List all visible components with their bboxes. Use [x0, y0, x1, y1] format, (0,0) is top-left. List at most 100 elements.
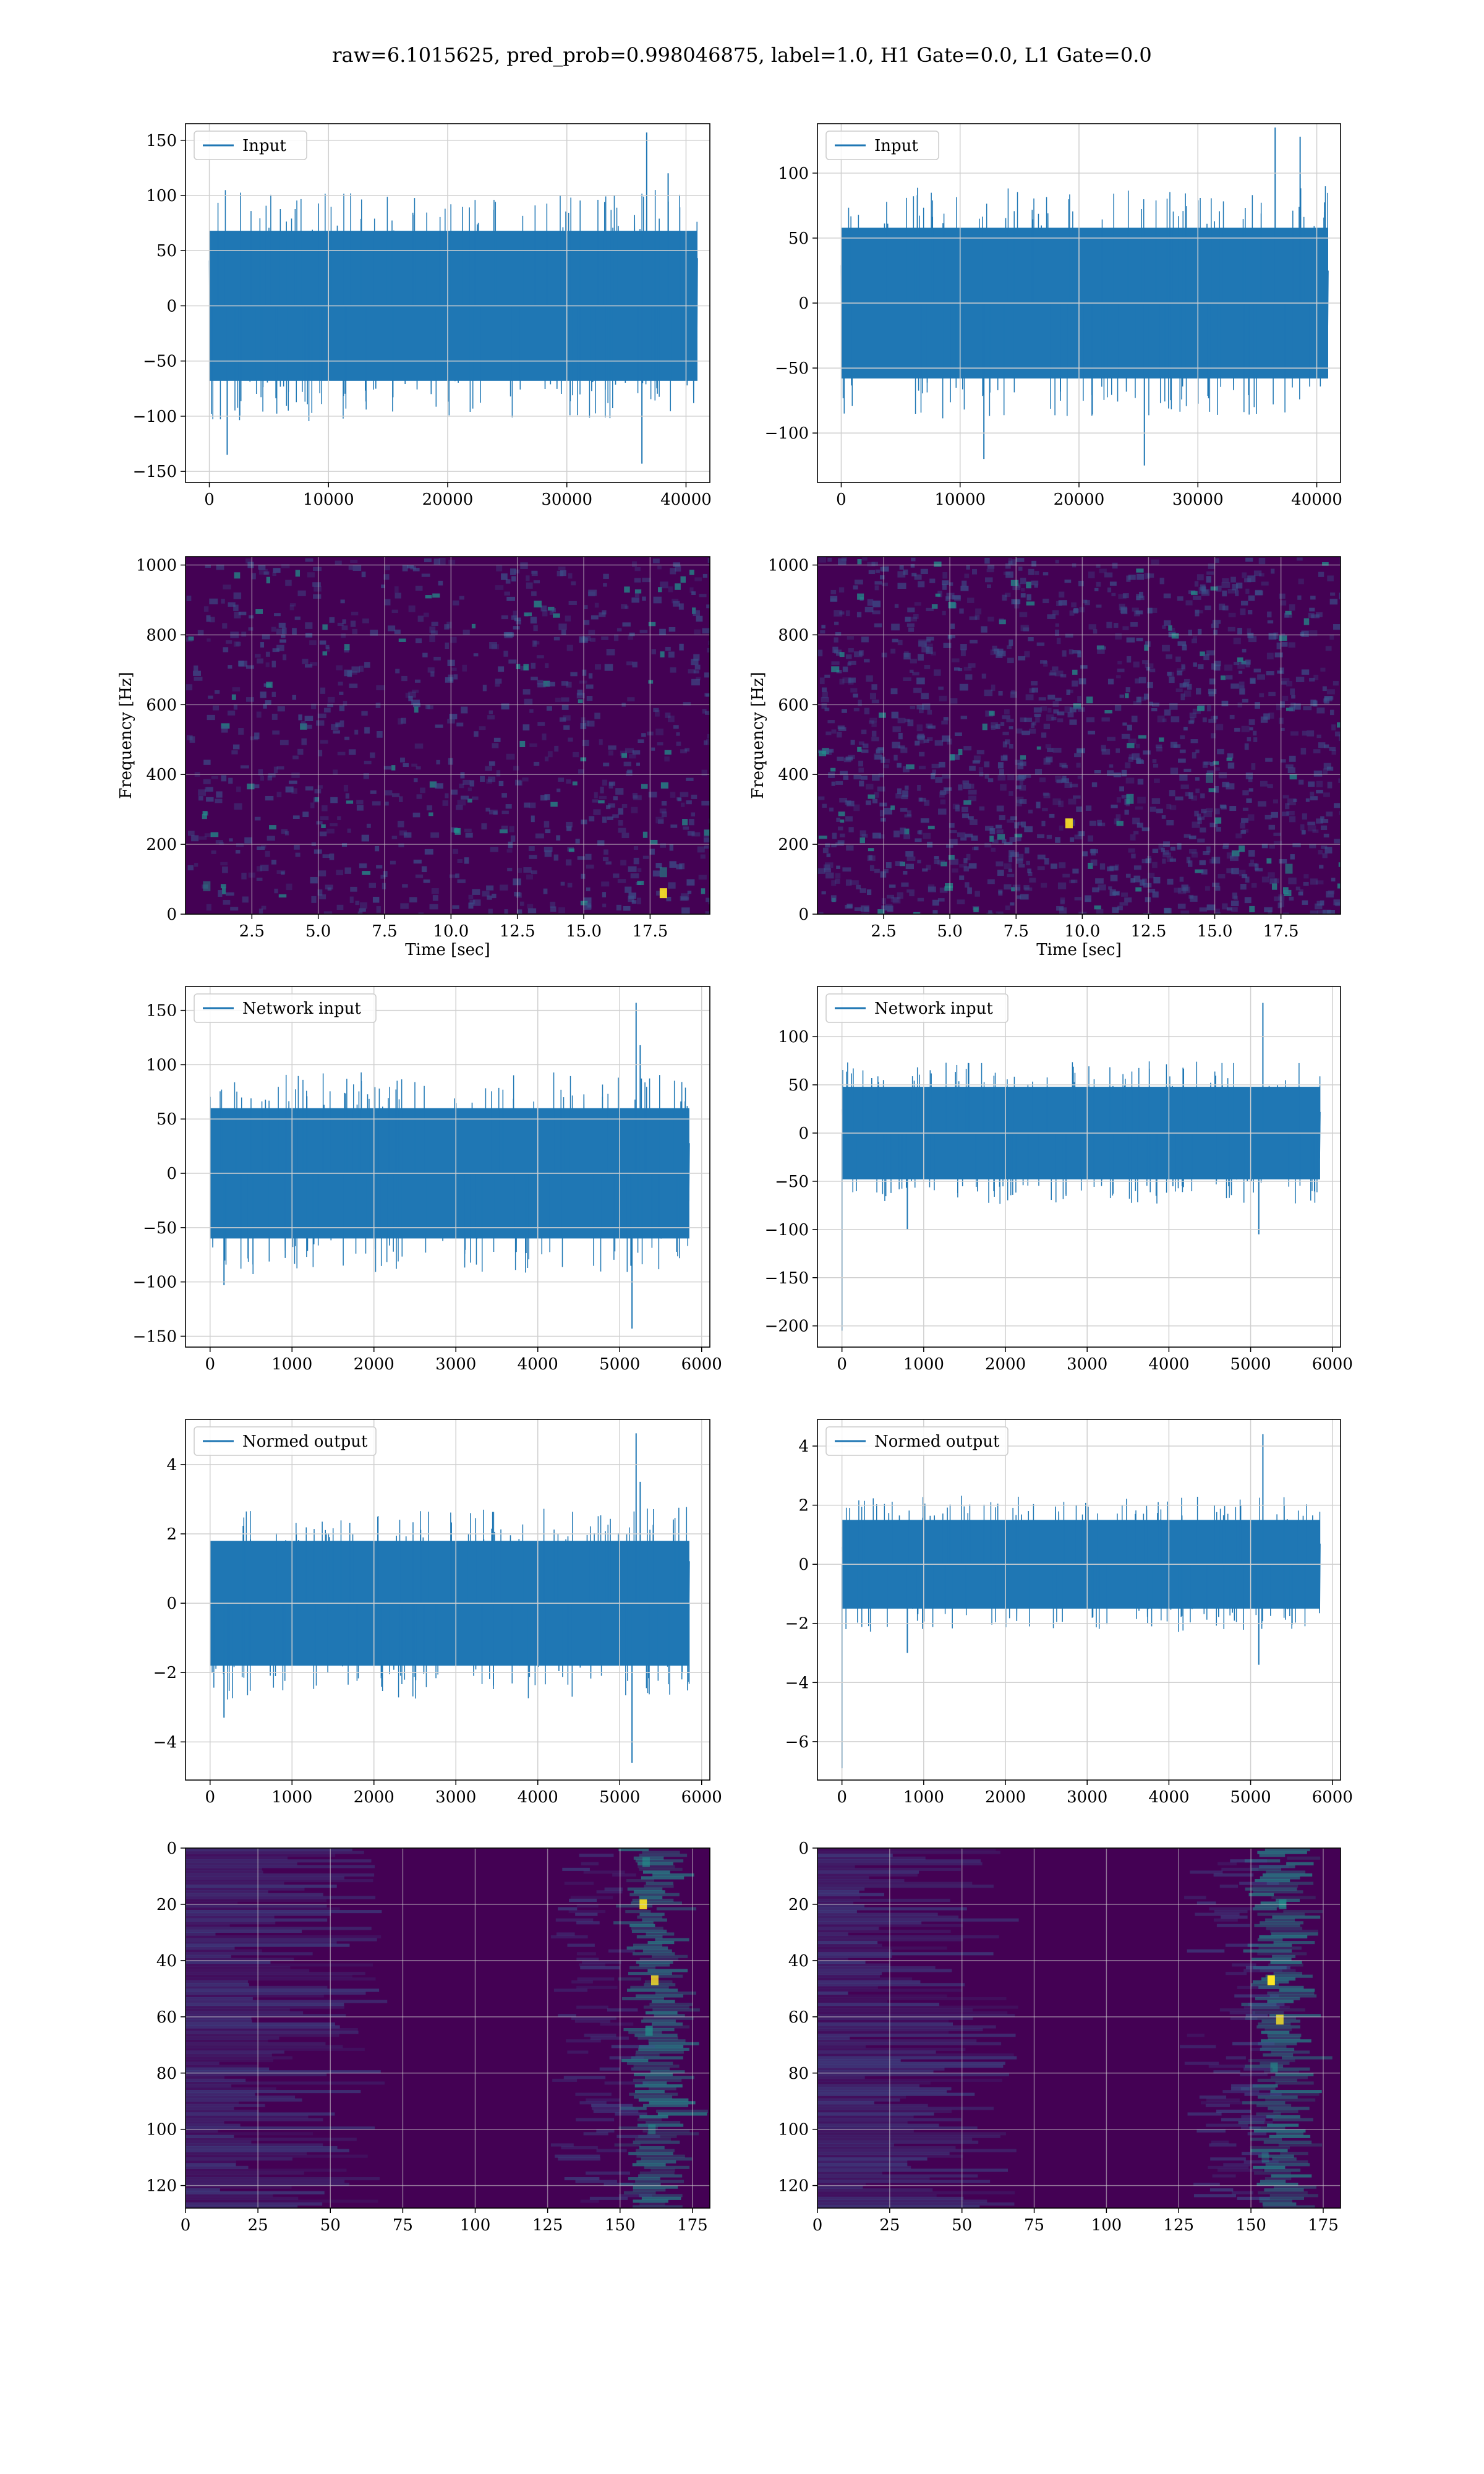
- h1-input-panel: 0 10000 20000 30000 40000 150 100 50 0 −50 −100 −15…: [133, 123, 712, 509]
- l1-normed-output-xtick-label: 0: [837, 1788, 847, 1807]
- h1-spectrogram-background: [186, 557, 710, 914]
- h1-activation-map-frame: [185, 1847, 710, 2209]
- h1-activation-map-ytick-label: 60: [156, 2008, 177, 2027]
- h1-network-input-legend-box: [194, 993, 377, 1023]
- l1-activation-map-xtick-label: 100: [1091, 2216, 1122, 2235]
- l1-activation-map-xtick-label: 0: [812, 2216, 823, 2235]
- h1-input-xtick-label: 0: [204, 490, 215, 509]
- l1-input-ytick-label: 0: [798, 294, 809, 313]
- l1-network-input-frame: [817, 986, 1341, 1348]
- h1-activation-map-ytick-label: 0: [166, 1839, 177, 1858]
- h1-activation-map-plot-area: [186, 1848, 710, 2208]
- h1-network-input-legend: Network input: [194, 993, 377, 1023]
- h1-normed-output-frame: [185, 1419, 710, 1781]
- l1-normed-output-frame: [817, 1419, 1341, 1781]
- l1-network-input-ytick-label: −150: [765, 1269, 809, 1288]
- l1-normed-output-legend-box: [825, 1426, 1009, 1456]
- l1-activation-map-xtick-label: 50: [952, 2216, 972, 2235]
- l1-activation-map-ytick-label: 40: [788, 1952, 809, 1971]
- l1-input-ytick-label: −50: [775, 359, 809, 378]
- l1-spectrogram-xlabel: Time [sec]: [1036, 941, 1122, 959]
- l1-activation-map-ytick-label: 20: [788, 1896, 809, 1914]
- h1-normed-output-ytick-label: 2: [166, 1525, 177, 1544]
- h1-spectrogram-ylabel: Frequency [Hz]: [117, 672, 135, 799]
- l1-activation-map-ytick-label: 60: [788, 2008, 809, 2027]
- l1-network-input-panel: 0 1000 2000 3000 4000 5000 6000 100 50 0 −50 −100 −1…: [765, 986, 1353, 1374]
- h1-input-ytick-label: −150: [133, 463, 177, 481]
- l1-network-input-ytick-label: −50: [775, 1173, 809, 1191]
- l1-spectrogram-background: [817, 557, 1341, 914]
- h1-network-input-ytick-label: 150: [146, 1002, 177, 1021]
- h1-network-input-ytick-label: 0: [166, 1165, 177, 1183]
- l1-network-input-legend-box: [825, 993, 1009, 1023]
- h1-activation-map-hotspot-2: [645, 2026, 653, 2036]
- h1-activation-map-xtick-label: 25: [248, 2216, 268, 2235]
- h1-spectrogram-frame: [185, 556, 710, 915]
- l1-network-input-xtick-label: 5000: [1230, 1355, 1271, 1374]
- h1-network-input-xtick-label: 0: [205, 1355, 215, 1374]
- h1-input-legend: Input: [194, 131, 307, 160]
- h1-normed-output-plot-area: [186, 1419, 710, 1780]
- l1-normed-output-ytick-label: −6: [785, 1733, 809, 1752]
- h1-input-xtick-label: 30000: [541, 490, 592, 509]
- l1-input-xtick-label: 30000: [1172, 490, 1224, 509]
- l1-spectrogram-ytick-label: 600: [778, 696, 809, 714]
- l1-network-input-plot-area: [817, 987, 1341, 1347]
- h1-normed-output-panel: 0 1000 2000 3000 4000 5000 6000 4 2 0 −2 −4 Normed o…: [153, 1419, 722, 1807]
- h1-normed-output-xtick-label: 0: [205, 1788, 215, 1807]
- h1-activation-map-xtick-label: 150: [605, 2216, 636, 2235]
- h1-spectrogram-hotspot-1: [659, 867, 667, 878]
- l1-spectrogram-xtick-label: 7.5: [1004, 922, 1029, 941]
- h1-input-ytick-label: 0: [166, 297, 177, 315]
- l1-spectrogram-ytick-label: 1000: [768, 557, 809, 575]
- l1-activation-map-ytick-label: 100: [778, 2121, 809, 2139]
- l1-activation-map-hotspot-0: [1267, 1975, 1275, 1985]
- h1-input-xtick-label: 20000: [422, 490, 474, 509]
- l1-spectrogram-ytick-label: 0: [798, 905, 809, 924]
- l1-activation-map-xtick-label: 150: [1235, 2216, 1266, 2235]
- h1-normed-output-xtick-label: 4000: [518, 1788, 558, 1807]
- l1-network-input-ytick-label: 100: [778, 1028, 809, 1047]
- l1-activation-map-ytick-label: 80: [788, 2065, 809, 2083]
- l1-spectrogram-hotspot-0: [1065, 818, 1073, 829]
- h1-input-ytick-label: −100: [133, 408, 177, 426]
- h1-activation-map-xtick-label: 50: [320, 2216, 341, 2235]
- h1-normed-output-ytick-label: 4: [166, 1456, 177, 1475]
- l1-network-input-legend: Network input: [825, 993, 1009, 1023]
- h1-spectrogram-hotspot-2: [203, 881, 211, 891]
- l1-normed-output-xtick-label: 4000: [1148, 1788, 1189, 1807]
- l1-normed-output-xtick-label: 6000: [1312, 1788, 1353, 1807]
- l1-spectrogram-plot-area: [817, 557, 1341, 914]
- l1-activation-map-xtick-label: 75: [1024, 2216, 1044, 2235]
- l1-spectrogram-ytick-label: 800: [778, 626, 809, 644]
- h1-normed-output-xtick-label: 5000: [599, 1788, 640, 1807]
- l1-spectrogram-xtick-label: 2.5: [871, 922, 896, 941]
- h1-spectrogram-xtick-label: 10.0: [433, 922, 469, 941]
- l1-input-ytick-label: 100: [778, 165, 809, 183]
- h1-spectrogram-xtick-label: 2.5: [239, 922, 265, 941]
- l1-spectrogram-xtick-label: 5.0: [937, 922, 962, 941]
- h1-spectrogram-ytick-label: 1000: [136, 557, 177, 575]
- h1-network-input-panel: 0 1000 2000 3000 4000 5000 6000 150 100 50 0 −50 −10…: [133, 986, 722, 1374]
- l1-input-panel: 0 10000 20000 30000 40000 100 50 0 −50 −100 Input: [765, 123, 1342, 509]
- l1-spectrogram-panel: 2.5 5.0 7.5 10.0 12.5 15.0 17.5 0 200 400 600 800 10…: [749, 556, 1341, 959]
- l1-normed-output-xtick-label: 2000: [985, 1788, 1026, 1807]
- h1-input-xtick-label: 40000: [660, 490, 712, 509]
- h1-normed-output-ytick-label: −4: [153, 1733, 177, 1752]
- l1-activation-map-panel: 0 25 50 75 100 125 150 175 0 20 40 60 80 100 120: [778, 1839, 1341, 2235]
- l1-network-input-xtick-label: 2000: [985, 1355, 1026, 1374]
- l1-spectrogram-ylabel: Frequency [Hz]: [749, 672, 767, 799]
- l1-normed-output-legend-label: Normed output: [874, 1432, 1000, 1451]
- h1-spectrogram-panel: 2.5 5.0 7.5 10.0 12.5 15.0 17.5 0 200 400 600 800 10…: [117, 556, 710, 959]
- h1-spectrogram-xtick-label: 15.0: [566, 922, 602, 941]
- h1-network-input-xtick-label: 5000: [599, 1355, 640, 1374]
- l1-network-input-ytick-label: 0: [798, 1124, 809, 1143]
- h1-network-input-frame: [185, 986, 710, 1348]
- h1-input-ytick-label: −50: [143, 353, 177, 371]
- l1-normed-output-plot-area: [817, 1419, 1341, 1780]
- h1-network-input-ytick-label: −50: [143, 1219, 177, 1238]
- h1-normed-output-legend-box: [194, 1426, 377, 1456]
- l1-input-legend: Input: [825, 131, 939, 160]
- h1-normed-output-legend-label: Normed output: [242, 1432, 368, 1451]
